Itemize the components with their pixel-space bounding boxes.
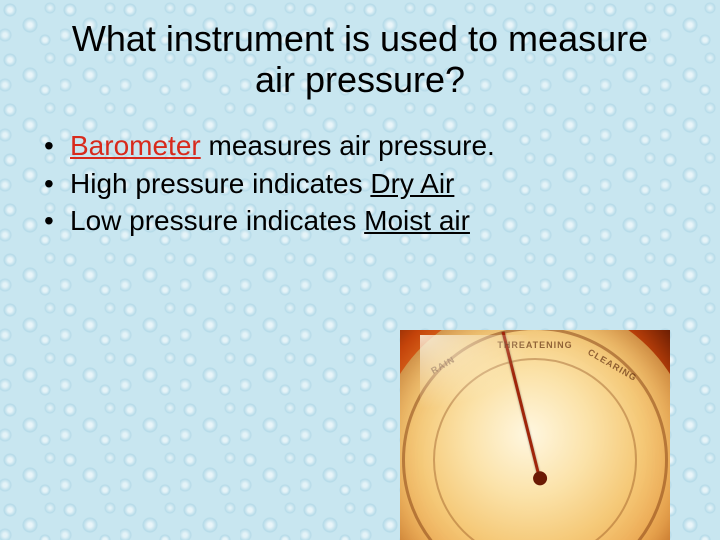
barometer-needle <box>502 332 541 478</box>
bullet-3-prefix: Low pressure indicates <box>70 205 364 236</box>
bullet-item-3: Low pressure indicates Moist air <box>44 202 690 240</box>
bullet-item-1: Barometer measures air pressure. <box>44 127 690 165</box>
underline-dry-air: Dry Air <box>370 168 454 199</box>
bullet-list: Barometer measures air pressure. High pr… <box>30 127 690 240</box>
slide-title: What instrument is used to measure air p… <box>30 18 690 101</box>
slide-container: What instrument is used to measure air p… <box>0 0 720 540</box>
bullet-1-rest: measures air pressure. <box>201 130 495 161</box>
barometer-image: THREATENING RAIN CLEARING <box>400 330 670 540</box>
bullet-2-prefix: High pressure indicates <box>70 168 370 199</box>
dial-label-top: THREATENING <box>497 340 572 350</box>
underline-moist-air: Moist air <box>364 205 470 236</box>
keyword-barometer: Barometer <box>70 130 201 161</box>
bullet-item-2: High pressure indicates Dry Air <box>44 165 690 203</box>
